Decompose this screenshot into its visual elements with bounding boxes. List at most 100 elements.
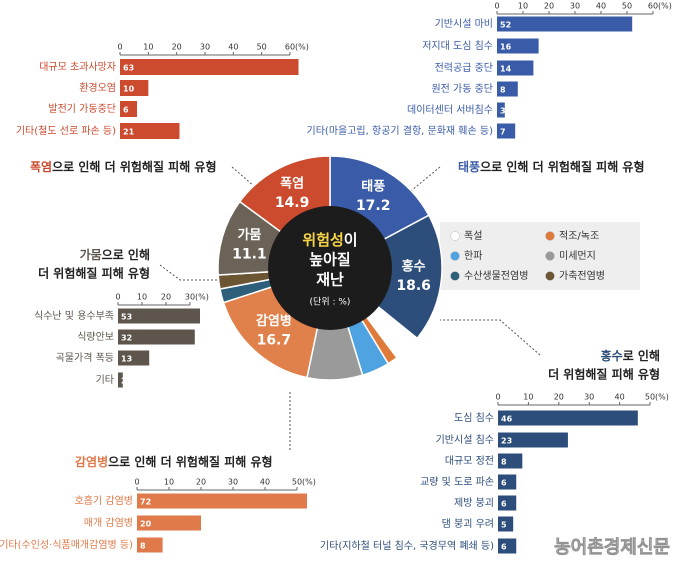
category-label: 제방 붕괴 — [454, 497, 494, 509]
bar — [498, 410, 638, 426]
x-tick-label: 50 — [292, 478, 302, 487]
category-label: 식량안보 — [77, 331, 114, 343]
center-title: 위험성이 — [302, 231, 357, 249]
axis-unit: (%) — [195, 293, 209, 302]
category-label: 기반시설 침수 — [436, 434, 494, 446]
x-tick-label: 20 — [161, 293, 171, 302]
value-label: 2 — [121, 377, 127, 386]
category-label: 전력공급 중단 — [435, 62, 493, 74]
connector — [399, 166, 441, 201]
bar — [118, 308, 200, 324]
legend-swatch — [450, 251, 460, 261]
center-disc — [268, 206, 392, 330]
bar — [498, 538, 517, 554]
center-title: 재난 — [316, 271, 344, 289]
value-label: 52 — [500, 21, 511, 30]
legend-swatch — [545, 251, 555, 261]
slice-value: 17.2 — [356, 198, 391, 214]
chart-title: 가뭄으로 인해 — [80, 247, 150, 262]
value-label: 53 — [121, 313, 132, 322]
value-label: 23 — [501, 437, 512, 446]
legend-label: 수산생물전염병 — [464, 270, 528, 282]
bar — [497, 81, 518, 97]
axis-unit: (%) — [655, 393, 669, 402]
bars — [498, 410, 638, 554]
bar — [498, 495, 517, 511]
value-label: 21 — [123, 128, 135, 137]
title-rest: 로 인해 — [623, 348, 660, 363]
legend-swatch — [450, 231, 460, 241]
value-label: 7 — [500, 128, 506, 137]
title-rest: 으로 인해 — [102, 247, 150, 262]
value-label: 8 — [500, 86, 506, 95]
category-label: 대규모 정전 — [445, 455, 494, 467]
category-label: 기타(지하철 터널 침수, 국경무역 폐쇄 등) — [320, 539, 494, 552]
chart-title: 홍수로 인해 — [601, 348, 660, 363]
category-label: 곡물가격 폭등 — [56, 351, 114, 364]
connector — [440, 319, 541, 356]
legend-box — [440, 222, 640, 290]
category-label: 기타 — [96, 374, 114, 386]
category-label: 저지대 도심 침수 — [422, 40, 493, 52]
value-label: 13 — [121, 355, 132, 364]
axis-unit: (%) — [302, 478, 316, 487]
value-label: 8 — [140, 542, 146, 551]
bar — [497, 102, 505, 118]
bar — [120, 101, 137, 117]
slice-value: 16.7 — [257, 332, 292, 348]
title-key: 홍수 — [601, 348, 623, 363]
slice-value: 14.9 — [275, 195, 310, 211]
category-label: 식수난 및 용수부족 — [34, 310, 114, 322]
x-tick-label: 60 — [285, 43, 295, 52]
center-title: 높아질 — [309, 251, 350, 269]
x-tick-label: 30 — [185, 293, 195, 302]
category-label: 기타(철도 선로 파손 등) — [16, 125, 116, 137]
value-label: 6 — [501, 500, 507, 509]
slice-name: 폭염 — [280, 176, 304, 192]
bar — [497, 16, 633, 32]
bar — [137, 493, 307, 509]
x-tick-label: 10 — [137, 293, 147, 302]
slice-name: 태풍 — [361, 179, 385, 194]
value-label: 6 — [123, 106, 129, 115]
chart-title: 감염병으로 인해 더 위험해질 피해 유형 — [75, 454, 273, 469]
bar — [498, 516, 514, 532]
title-key: 가뭄 — [80, 247, 102, 262]
chart-title: 태풍으로 인해 더 위험해질 피해 유형 — [458, 159, 645, 174]
bar — [120, 80, 149, 96]
x-tick-label: 10 — [164, 478, 174, 487]
value-label: 6 — [501, 479, 507, 488]
x-tick-label: 60 — [648, 2, 658, 11]
value-label: 6 — [501, 543, 507, 552]
bar — [120, 59, 299, 75]
legend-label: 가축전염병 — [559, 270, 605, 282]
value-label: 14 — [500, 65, 512, 74]
x-tick-label: 0 — [117, 43, 122, 52]
bar — [137, 515, 201, 531]
category-label: 도심 침수 — [454, 412, 494, 424]
slice-value: 11.1 — [232, 246, 267, 262]
x-tick-label: 0 — [494, 2, 499, 11]
title-rest: 으로 인해 더 위험해질 피해 유형 — [52, 159, 216, 174]
x-tick-label: 10 — [518, 2, 528, 11]
x-tick-label: 30 — [570, 2, 580, 11]
x-tick-label: 20 — [544, 2, 554, 11]
category-label: 발전기 가동중단 — [48, 103, 116, 115]
value-label: 32 — [121, 334, 132, 343]
legend-label: 적조/녹조 — [559, 230, 599, 242]
bar — [120, 123, 180, 139]
x-tick-label: 50 — [622, 2, 632, 11]
title-key: 감염병 — [75, 454, 108, 469]
title-rest: 으로 인해 더 위험해질 피해 유형 — [480, 159, 644, 174]
legend-swatch — [450, 271, 460, 281]
x-tick-label: 50 — [257, 43, 267, 52]
x-tick-label: 0 — [495, 393, 500, 402]
bar — [118, 350, 150, 366]
chart-title: 더 위험해질 피해 유형 — [38, 266, 150, 281]
x-tick-label: 40 — [596, 2, 606, 11]
x-tick-label: 30 — [228, 478, 238, 487]
value-label: 3 — [500, 107, 506, 116]
bar — [497, 60, 534, 76]
category-label: 댐 붕괴 우려 — [442, 518, 494, 530]
